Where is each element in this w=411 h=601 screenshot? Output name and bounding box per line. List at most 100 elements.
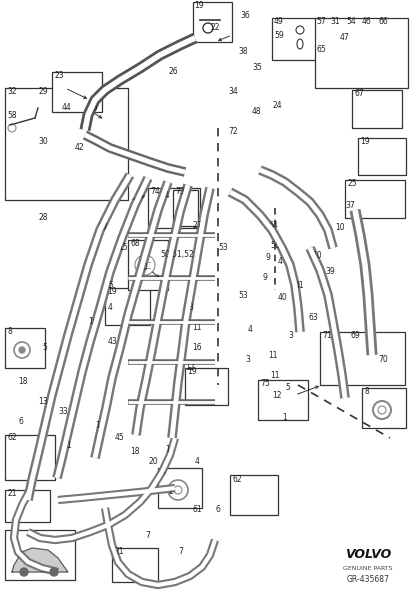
Text: 38: 38 [238, 47, 247, 56]
Text: 17: 17 [98, 224, 108, 233]
Text: 16: 16 [88, 317, 98, 326]
Text: 23: 23 [54, 72, 64, 81]
Circle shape [20, 568, 28, 576]
Text: 8: 8 [160, 468, 165, 477]
Text: 66: 66 [378, 17, 388, 26]
Bar [185, 368, 228, 405]
Text: 34: 34 [228, 88, 238, 97]
Bar [362, 388, 406, 428]
Text: 48: 48 [252, 108, 262, 117]
Text: 11: 11 [268, 350, 277, 359]
Text: 19: 19 [187, 367, 196, 376]
Bar [258, 380, 308, 420]
Text: 33: 33 [58, 407, 68, 416]
Bar [230, 475, 278, 515]
Bar [5, 530, 75, 580]
Circle shape [19, 347, 25, 353]
Text: 13: 13 [165, 445, 175, 454]
Text: 7: 7 [178, 548, 183, 557]
Text: 4: 4 [108, 304, 113, 313]
Text: 44: 44 [62, 103, 72, 112]
Text: 11: 11 [270, 370, 279, 379]
Text: 62: 62 [232, 475, 242, 483]
Text: 64: 64 [268, 221, 278, 230]
Text: 6: 6 [215, 505, 220, 514]
Text: 57: 57 [316, 17, 326, 26]
Text: 18: 18 [18, 377, 28, 386]
Text: 40: 40 [278, 293, 288, 302]
Text: 9: 9 [265, 254, 270, 263]
Text: GENUINE PARTS: GENUINE PARTS [343, 566, 393, 570]
Text: 63: 63 [308, 314, 318, 323]
Text: 31: 31 [330, 17, 339, 26]
Text: 45: 45 [115, 433, 125, 442]
Text: 46: 46 [362, 17, 372, 26]
Text: 19: 19 [194, 1, 203, 10]
Text: 8: 8 [7, 328, 12, 337]
Bar [352, 90, 402, 128]
Bar [193, 2, 232, 42]
Text: 69: 69 [350, 332, 360, 341]
Text: 11: 11 [192, 323, 201, 332]
Text: 61: 61 [192, 505, 202, 514]
Text: 32: 32 [7, 88, 16, 97]
Text: 2: 2 [168, 487, 173, 496]
Text: 13: 13 [95, 421, 105, 430]
Text: 37: 37 [345, 201, 355, 210]
Text: 7: 7 [145, 531, 150, 540]
Bar [173, 190, 198, 226]
Text: 56: 56 [270, 240, 280, 249]
Text: 61: 61 [62, 441, 72, 450]
Bar [128, 240, 168, 290]
Text: 62: 62 [7, 433, 16, 442]
Bar [345, 180, 405, 218]
Text: 36: 36 [240, 10, 250, 19]
Bar [105, 288, 150, 325]
Text: 53: 53 [218, 243, 228, 252]
Text: 18: 18 [130, 448, 139, 457]
Text: 3: 3 [245, 356, 250, 364]
Text: 13: 13 [38, 397, 48, 406]
Text: 43: 43 [108, 338, 118, 347]
Text: 19: 19 [360, 138, 369, 147]
Text: 72: 72 [228, 127, 238, 136]
Bar [272, 18, 318, 60]
Bar [5, 88, 128, 200]
Text: 75: 75 [260, 379, 270, 388]
Text: 25: 25 [347, 180, 357, 189]
Bar [158, 468, 202, 508]
Text: 60: 60 [138, 263, 148, 272]
Bar [112, 548, 158, 582]
Text: 28: 28 [38, 213, 48, 222]
Bar [5, 435, 55, 480]
Bar [320, 332, 405, 385]
Text: 58: 58 [7, 111, 16, 120]
Bar [52, 72, 102, 112]
Text: 42: 42 [75, 144, 85, 153]
Text: 15: 15 [118, 243, 128, 252]
Text: 70: 70 [378, 356, 388, 364]
Text: 24: 24 [272, 100, 282, 109]
Text: 10: 10 [312, 251, 322, 260]
Text: 10: 10 [335, 224, 345, 233]
Circle shape [50, 568, 58, 576]
Text: 21: 21 [114, 548, 123, 557]
Bar [358, 138, 406, 175]
Text: 20: 20 [148, 457, 158, 466]
Text: 71: 71 [322, 332, 332, 341]
Text: 12: 12 [272, 391, 282, 400]
Text: 21: 21 [7, 489, 16, 498]
Bar [315, 18, 408, 88]
Text: 4: 4 [278, 257, 283, 266]
Text: 73: 73 [175, 188, 185, 197]
Bar [5, 490, 50, 522]
Text: 12: 12 [185, 364, 194, 373]
Text: 74: 74 [150, 188, 160, 197]
Text: VOLVO: VOLVO [345, 549, 391, 561]
Text: GR-435687: GR-435687 [346, 576, 390, 585]
Text: 3: 3 [288, 331, 293, 340]
Text: 41: 41 [295, 281, 305, 290]
Text: 68: 68 [130, 240, 140, 248]
Text: 14: 14 [160, 191, 170, 200]
Text: 5: 5 [108, 281, 113, 290]
